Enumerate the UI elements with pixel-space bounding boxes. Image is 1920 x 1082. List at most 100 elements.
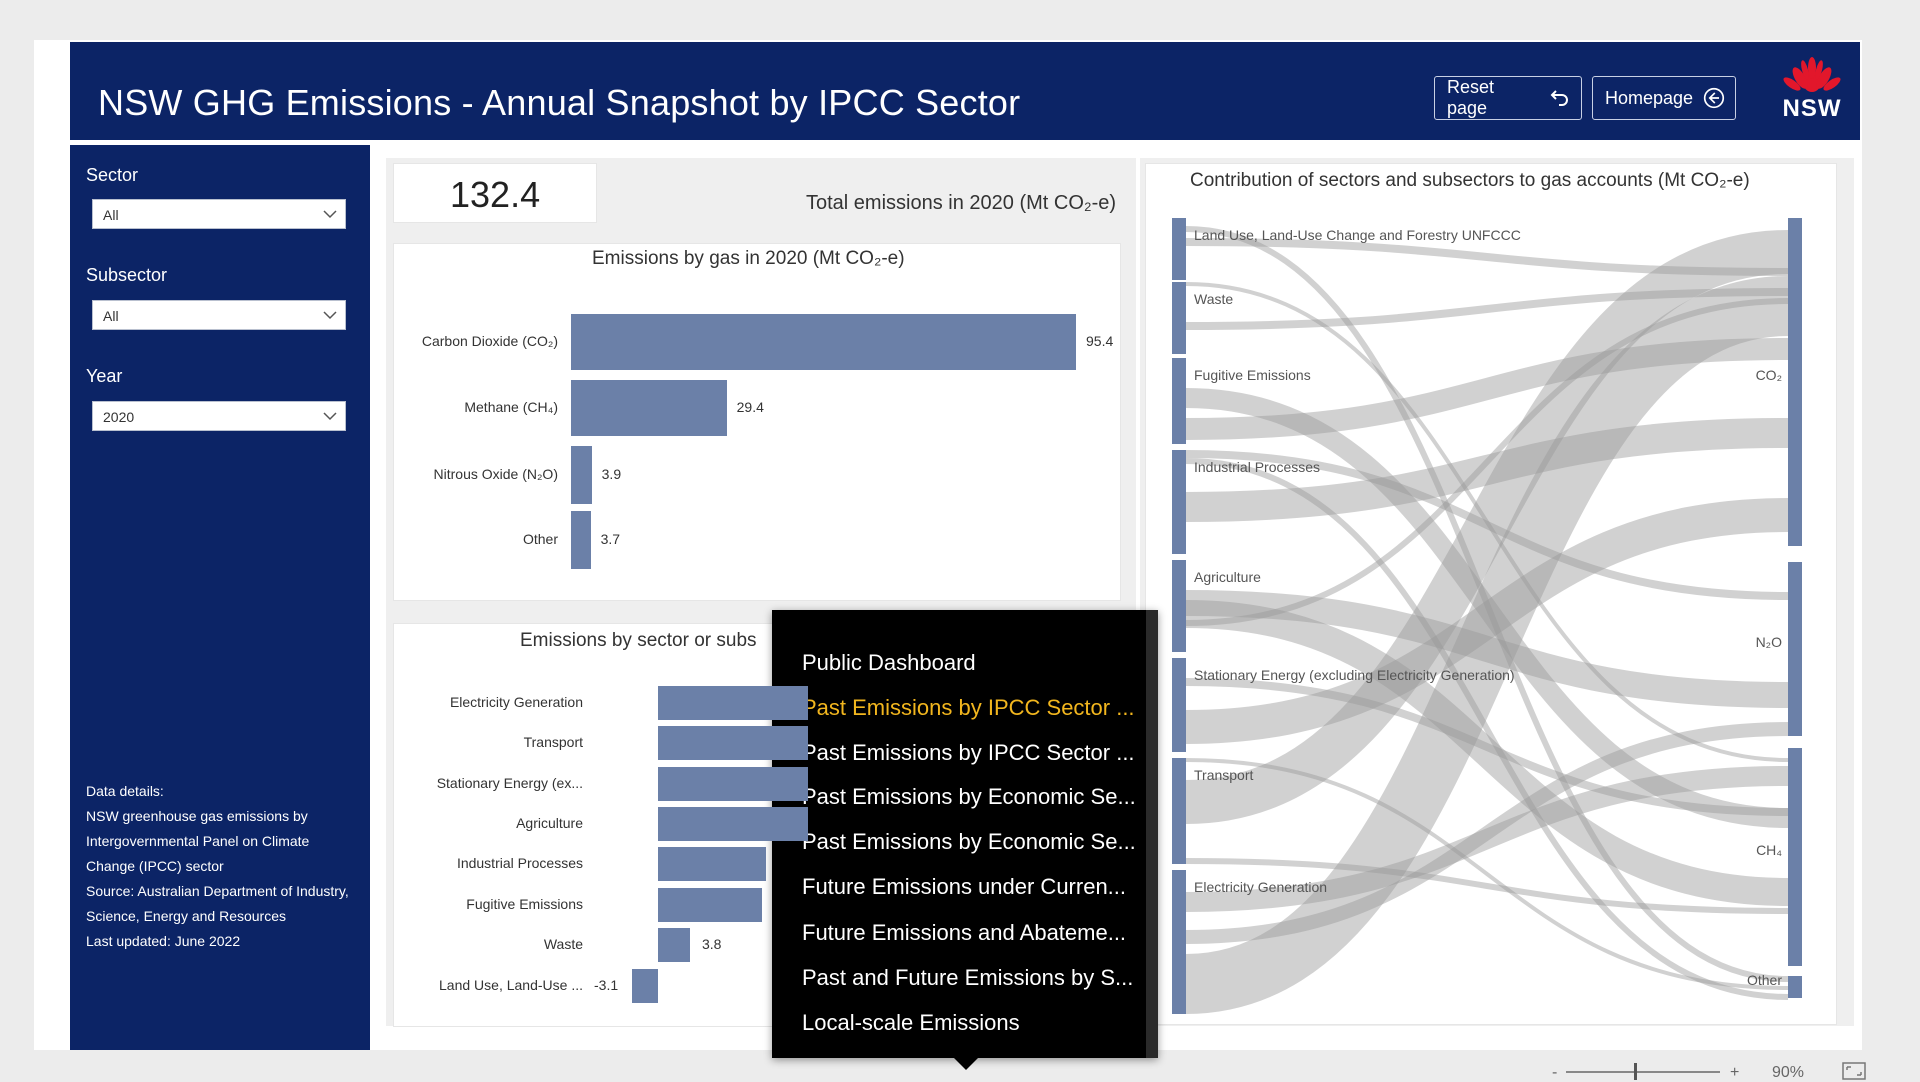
gas-bar-value: 29.4 bbox=[736, 399, 764, 415]
sector-bar-label: Land Use, Land-Use ... bbox=[439, 977, 583, 993]
sector-bar-label: Waste bbox=[543, 936, 583, 952]
sector-filter-label: Sector bbox=[86, 165, 139, 185]
sankey-source-label: Land Use, Land-Use Change and Forestry U… bbox=[1194, 227, 1521, 243]
year-dropdown[interactable]: 2020 bbox=[92, 401, 346, 431]
sector-bar bbox=[658, 767, 808, 801]
zoom-slider-thumb[interactable] bbox=[1634, 1063, 1637, 1080]
sankey-source-node bbox=[1172, 758, 1186, 864]
sankey-target-label: CH₄ bbox=[1756, 842, 1782, 858]
sector-bar bbox=[658, 928, 690, 962]
zoom-out-button[interactable]: - bbox=[1552, 1064, 1558, 1081]
sector-dropdown[interactable]: All bbox=[92, 199, 346, 229]
sankey-target-node bbox=[1788, 562, 1802, 736]
sector-bar bbox=[658, 726, 808, 760]
sector-bar-label: Agriculture bbox=[516, 815, 583, 831]
sankey-source-node bbox=[1172, 218, 1186, 280]
sankey-target-node bbox=[1788, 748, 1802, 966]
gas-chart-title: Emissions by gas in 2020 (Mt CO₂-e) bbox=[592, 248, 905, 269]
gas-bar bbox=[571, 511, 591, 569]
kpi-card bbox=[394, 164, 596, 222]
gas-bar-label: Nitrous Oxide (N₂O) bbox=[433, 466, 558, 482]
sector-bar bbox=[632, 969, 658, 1003]
zoom-level: 90% bbox=[1772, 1064, 1805, 1081]
chevron-down-icon bbox=[323, 412, 337, 421]
sankey-source-label: Stationary Energy (excluding Electricity… bbox=[1194, 667, 1515, 683]
fit-to-page-icon[interactable] bbox=[1842, 1062, 1866, 1080]
sector-bar-value: -3.1 bbox=[594, 977, 619, 993]
undo-icon bbox=[1550, 90, 1568, 106]
sankey-link bbox=[1185, 590, 1789, 708]
menu-item-future-abatement[interactable]: Future Emissions and Abateme... bbox=[802, 920, 1127, 945]
sankey-link bbox=[1185, 226, 1789, 982]
menu-item-public-dashboard[interactable]: Public Dashboard bbox=[802, 650, 976, 675]
menu-scrollbar[interactable] bbox=[1146, 610, 1158, 1058]
sankey-link bbox=[1185, 230, 1789, 824]
zoom-slider-track[interactable] bbox=[1566, 1071, 1720, 1073]
menu-item-local-scale[interactable]: Local-scale Emissions bbox=[802, 1010, 1020, 1035]
sankey-source-label: Transport bbox=[1194, 767, 1254, 783]
sankey-chart: Land Use, Land-Use Change and Forestry U… bbox=[1172, 218, 1802, 1014]
sector-bar-label: Industrial Processes bbox=[456, 855, 583, 871]
menu-item-past-economic-2[interactable]: Past Emissions by Economic Se... bbox=[802, 829, 1136, 854]
total-emissions-value: 132.4 bbox=[450, 174, 541, 215]
sankey-source-label: Waste bbox=[1194, 291, 1233, 307]
sankey-target-node bbox=[1788, 218, 1802, 546]
menu-item-past-ipcc-2[interactable]: Past Emissions by IPCC Sector ... bbox=[802, 740, 1135, 765]
data-details-source: Source: Australian Department of Industr… bbox=[86, 883, 349, 924]
sankey-target-label: Other bbox=[1747, 972, 1782, 988]
sector-bar-label: Fugitive Emissions bbox=[466, 896, 583, 912]
sankey-link bbox=[1185, 282, 1789, 762]
subsector-filter-label: Subsector bbox=[86, 265, 168, 285]
gas-bar-value: 3.9 bbox=[601, 466, 622, 482]
sankey-source-label: Fugitive Emissions bbox=[1194, 367, 1311, 383]
gas-bar-label: Other bbox=[522, 531, 558, 547]
sector-bar-label: Transport bbox=[523, 734, 583, 750]
year-filter-label: Year bbox=[86, 366, 123, 386]
sankey-link bbox=[1185, 858, 1789, 914]
sankey-link bbox=[1185, 458, 1789, 1000]
sankey-link bbox=[1185, 338, 1789, 440]
sankey-link bbox=[1185, 418, 1789, 522]
total-emissions-label: Total emissions in 2020 (Mt CO₂-e) bbox=[806, 192, 1117, 214]
data-details: Data details: NSW greenhouse gas emissio… bbox=[86, 779, 356, 954]
nsw-logo: NSW bbox=[1776, 56, 1848, 123]
sector-bar-label: Stationary Energy (ex... bbox=[436, 775, 583, 791]
sankey-source-node bbox=[1172, 658, 1186, 752]
sankey-source-node bbox=[1172, 870, 1186, 1014]
chevron-down-icon bbox=[323, 210, 337, 219]
nsw-logo-text: NSW bbox=[1782, 95, 1842, 122]
sector-bar bbox=[658, 888, 762, 922]
sankey-link bbox=[1185, 758, 1789, 990]
report-header: NSW GHG Emissions - Annual Snapshot by I… bbox=[70, 42, 1860, 140]
sector-bar-value: 3.8 bbox=[702, 936, 722, 952]
sankey-target-node bbox=[1788, 976, 1802, 998]
gas-bar-value: 95.4 bbox=[1086, 333, 1114, 349]
menu-pointer bbox=[952, 1056, 980, 1070]
menu-item-past-economic-1[interactable]: Past Emissions by Economic Se... bbox=[802, 784, 1136, 809]
sankey-source-node bbox=[1172, 282, 1186, 354]
waratah-icon bbox=[1783, 57, 1841, 92]
sankey-link bbox=[1185, 498, 1789, 744]
menu-item-past-future[interactable]: Past and Future Emissions by S... bbox=[802, 965, 1134, 990]
sankey-link bbox=[1185, 678, 1789, 816]
menu-item-future-current[interactable]: Future Emissions under Curren... bbox=[802, 874, 1127, 899]
reset-page-button[interactable]: Reset page bbox=[1434, 76, 1582, 120]
back-arrow-circle-icon bbox=[1703, 87, 1725, 109]
zoom-in-button[interactable]: + bbox=[1730, 1064, 1740, 1081]
data-details-description: NSW greenhouse gas emissions by Intergov… bbox=[86, 808, 310, 874]
menu-item-past-ipcc-1[interactable]: Past Emissions by IPCC Sector ... bbox=[802, 695, 1135, 720]
subsector-dropdown[interactable]: All bbox=[92, 300, 346, 330]
sankey-title: Contribution of sectors and subsectors t… bbox=[1190, 170, 1750, 191]
year-dropdown-value: 2020 bbox=[103, 409, 135, 425]
sankey-link bbox=[1185, 722, 1789, 944]
sankey-link bbox=[1185, 238, 1789, 276]
homepage-label: Homepage bbox=[1605, 87, 1694, 108]
page-title: NSW GHG Emissions - Annual Snapshot by I… bbox=[98, 82, 1021, 123]
data-details-updated: Last updated: June 2022 bbox=[86, 933, 241, 949]
sankey-source-label: Electricity Generation bbox=[1194, 879, 1327, 895]
gas-chart-panel bbox=[394, 244, 1120, 600]
sankey-target-label: CO₂ bbox=[1756, 367, 1782, 383]
gas-bar-label: Carbon Dioxide (CO₂) bbox=[421, 333, 558, 349]
homepage-button[interactable]: Homepage bbox=[1592, 76, 1736, 120]
sector-bar bbox=[658, 686, 808, 720]
